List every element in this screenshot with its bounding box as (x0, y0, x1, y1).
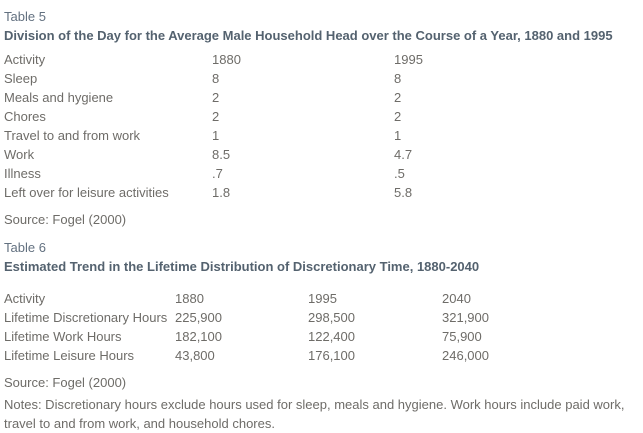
table-row: Lifetime Discretionary Hours 225,900 298… (4, 308, 564, 327)
table6-source: Source: Fogel (2000) (4, 375, 127, 390)
header-cell: Activity (4, 291, 46, 306)
table-row: Illness .7 .5 (4, 164, 504, 183)
table-cell: 75,900 (442, 329, 482, 344)
table5: Activity 1880 1995 Sleep 8 8 Meals and h… (4, 50, 504, 202)
table-cell: 122,400 (308, 329, 355, 344)
table-cell: 225,900 (175, 310, 222, 325)
table-cell: 182,100 (175, 329, 222, 344)
table-cell: 8 (394, 71, 402, 86)
table-cell: 321,900 (442, 310, 489, 325)
table-cell: 298,500 (308, 310, 355, 325)
table-row: Chores 2 2 (4, 107, 504, 126)
table-cell: Lifetime Leisure Hours (4, 348, 135, 363)
table5-label: Table 5 (4, 9, 46, 24)
table5-title: Division of the Day for the Average Male… (4, 28, 613, 43)
header-cell: 1880 (175, 291, 204, 306)
header-cell: 1995 (394, 52, 423, 67)
table6-title: Estimated Trend in the Lifetime Distribu… (4, 259, 480, 274)
table-cell: Left over for leisure activities (4, 185, 169, 200)
header-cell: 2040 (442, 291, 471, 306)
table-cell: Lifetime Work Hours (4, 329, 122, 344)
table-header-row: Activity 1880 1995 2040 (4, 289, 564, 308)
table-row: Lifetime Leisure Hours 43,800 176,100 24… (4, 346, 564, 365)
table-cell: 8.5 (212, 147, 231, 162)
table-header-row: Activity 1880 1995 (4, 50, 504, 69)
table-cell: 2 (212, 109, 220, 124)
header-cell: Activity (4, 52, 46, 67)
table6-section: Table 6 Estimated Trend in the Lifetime … (4, 238, 637, 433)
document: Table 5 Division of the Day for the Aver… (4, 7, 637, 433)
table5-source: Source: Fogel (2000) (4, 212, 127, 227)
table-cell: 4.7 (394, 147, 413, 162)
table-cell: .5 (394, 166, 405, 181)
table6: Activity 1880 1995 2040 Lifetime Discret… (4, 289, 564, 365)
table6-label: Table 6 (4, 240, 46, 255)
table-row: Meals and hygiene 2 2 (4, 88, 504, 107)
table-row: Travel to and from work 1 1 (4, 126, 504, 145)
table-cell: 43,800 (175, 348, 215, 363)
table-cell: 2 (394, 90, 402, 105)
table-row: Work 8.5 4.7 (4, 145, 504, 164)
table-cell: .7 (212, 166, 223, 181)
table-row: Sleep 8 8 (4, 69, 504, 88)
table-cell: 8 (212, 71, 220, 86)
table-cell: 2 (212, 90, 220, 105)
table-row: Lifetime Work Hours 182,100 122,400 75,9… (4, 327, 564, 346)
table-cell: Work (4, 147, 35, 162)
table-row: Left over for leisure activities 1.8 5.8 (4, 183, 504, 202)
table-cell: 1 (394, 128, 402, 143)
table-cell: Illness (4, 166, 41, 181)
table-cell: Sleep (4, 71, 38, 86)
header-cell: 1995 (308, 291, 337, 306)
table-cell: 246,000 (442, 348, 489, 363)
table5-section: Table 5 Division of the Day for the Aver… (4, 7, 637, 229)
table-cell: Meals and hygiene (4, 90, 114, 105)
table-cell: 2 (394, 109, 402, 124)
table6-notes: Notes: Discretionary hours exclude hours… (4, 397, 625, 431)
table-cell: Travel to and from work (4, 128, 141, 143)
table-cell: 1 (212, 128, 220, 143)
header-cell: 1880 (212, 52, 241, 67)
table-cell: 5.8 (394, 185, 413, 200)
table-cell: Lifetime Discretionary Hours (4, 310, 168, 325)
table-cell: Chores (4, 109, 46, 124)
table-cell: 176,100 (308, 348, 355, 363)
table-cell: 1.8 (212, 185, 231, 200)
